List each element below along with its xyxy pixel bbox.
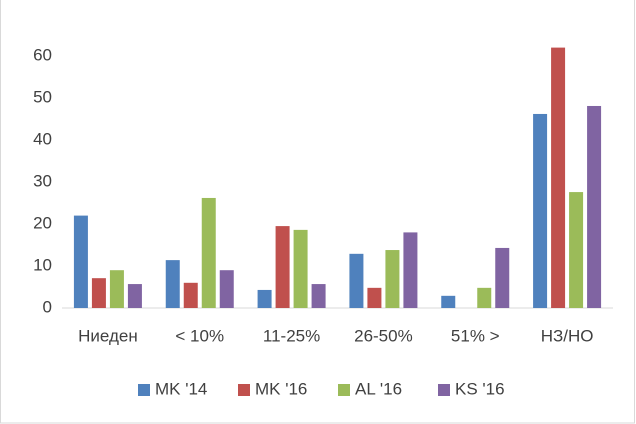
y-tick-label: 0 [43, 297, 52, 316]
bar [293, 229, 308, 308]
bar [587, 105, 602, 308]
bar [403, 232, 418, 308]
bar [127, 284, 142, 308]
bar [367, 287, 382, 308]
legend-label: KS '16 [455, 379, 505, 398]
bar [73, 215, 88, 308]
legend-swatch [338, 384, 350, 396]
y-tick-label: 50 [33, 87, 52, 106]
bar [569, 192, 584, 308]
bar [551, 47, 566, 308]
x-tick-label: 26-50% [354, 326, 413, 345]
y-tick-label: 40 [33, 129, 52, 148]
y-tick-label: 30 [33, 171, 52, 190]
y-tick-label: 10 [33, 255, 52, 274]
bar [441, 295, 456, 308]
legend-label: MK '16 [255, 379, 307, 398]
bar [385, 250, 400, 308]
x-tick-label: НЗ/НО [541, 326, 594, 345]
legend-label: MK '14 [155, 379, 207, 398]
legend-label: AL '16 [355, 379, 402, 398]
bar [349, 253, 364, 308]
y-tick-label: 60 [33, 45, 52, 64]
bar [533, 113, 548, 309]
bar [109, 270, 124, 308]
x-tick-label: Ниеден [78, 326, 138, 345]
bar [165, 260, 180, 308]
bar [219, 270, 234, 308]
bar [91, 278, 106, 308]
x-tick-label: 11-25% [263, 326, 320, 345]
bar [183, 282, 198, 308]
x-tick-label: 51% > [451, 326, 500, 345]
legend-swatch [438, 384, 450, 396]
x-tick-label: < 10% [175, 326, 224, 345]
bar [201, 197, 216, 308]
bar [311, 284, 326, 308]
bar [257, 289, 272, 308]
bar [477, 287, 492, 308]
bar [275, 226, 290, 308]
legend-swatch [138, 384, 150, 396]
bar [495, 247, 510, 308]
y-tick-label: 20 [33, 213, 52, 232]
legend-swatch [238, 384, 250, 396]
